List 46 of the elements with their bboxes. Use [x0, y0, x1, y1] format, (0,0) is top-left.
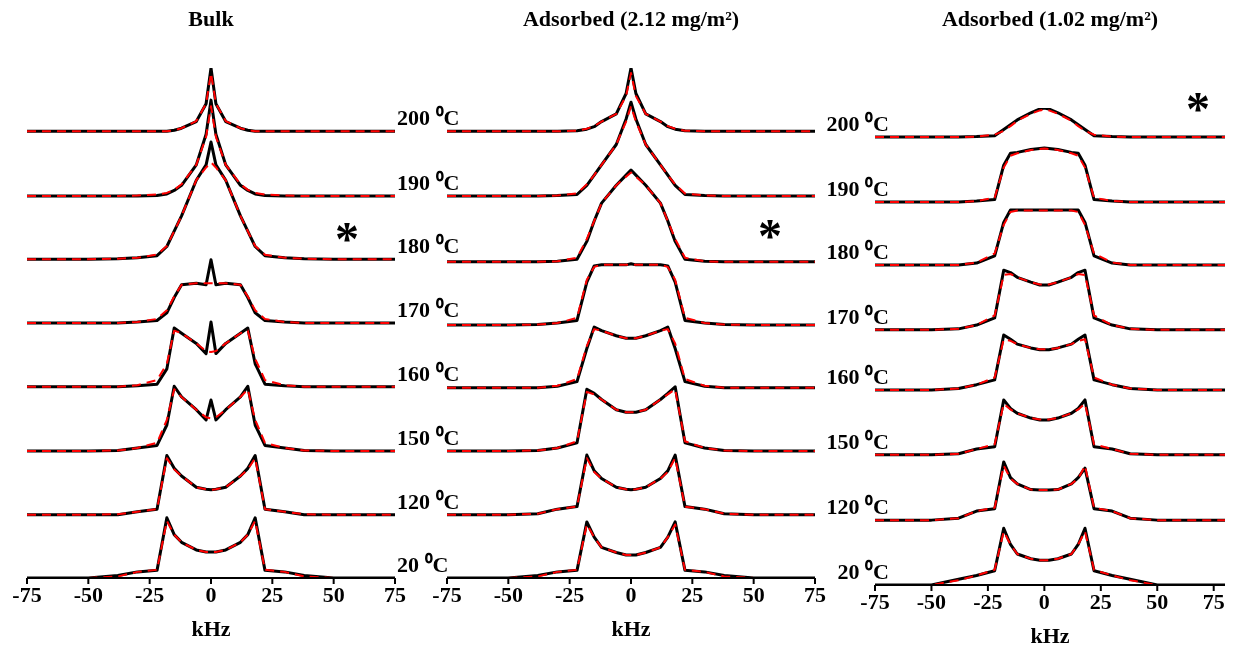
series-label: 120 ⁰C — [397, 488, 460, 514]
x-tick-label: 75 — [384, 581, 406, 607]
x-tick-label: -75 — [860, 588, 890, 614]
annotation: * — [1185, 81, 1211, 137]
series-label: 200 ⁰C — [826, 111, 889, 137]
x-tick-label: 50 — [1146, 588, 1169, 614]
x-tick-label: 50 — [322, 581, 345, 607]
series-label: 160 ⁰C — [826, 363, 889, 389]
x-tick-label: 0 — [625, 581, 637, 607]
chart-title: Adsorbed (2.12 mg/m²) — [521, 6, 741, 32]
series-label: 20 ⁰C — [837, 559, 889, 584]
chart-title: Bulk — [187, 6, 235, 32]
annotation: * — [334, 211, 360, 267]
series-label: 170 ⁰C — [826, 303, 889, 329]
series-label: 180 ⁰C — [826, 238, 889, 264]
x-tick-label: 75 — [804, 581, 826, 607]
x-axis-title: kHz — [611, 616, 651, 641]
x-tick-label: -25 — [973, 588, 1003, 614]
x-tick-label: 25 — [261, 581, 284, 607]
x-tick-label: 50 — [742, 581, 765, 607]
annotation: * — [757, 208, 783, 264]
x-tick-label: -50 — [493, 581, 523, 607]
series-label: 170 ⁰C — [397, 297, 460, 322]
x-tick-label: -75 — [12, 581, 42, 607]
series-label: 120 ⁰C — [826, 494, 889, 520]
x-axis-title: kHz — [191, 616, 231, 641]
x-tick-label: 0 — [1038, 588, 1050, 614]
x-tick-label: -50 — [73, 581, 103, 607]
x-tick-label: -25 — [555, 581, 585, 607]
x-tick-label: 25 — [1089, 588, 1112, 614]
x-axis-title: kHz — [1030, 623, 1070, 648]
chart-title: Adsorbed (1.02 mg/m²) — [940, 6, 1160, 32]
x-tick-label: -75 — [432, 581, 462, 607]
x-tick-label: -50 — [916, 588, 947, 614]
x-tick-label: 25 — [681, 581, 704, 607]
series-label: 180 ⁰C — [397, 233, 460, 259]
series-label: 150 ⁰C — [826, 428, 889, 454]
series-label: 150 ⁰C — [397, 425, 460, 451]
x-tick-label: -25 — [135, 581, 165, 607]
series-label: 160 ⁰C — [397, 360, 460, 386]
series-label: 190 ⁰C — [826, 175, 889, 201]
series-label: 200 ⁰C — [397, 105, 460, 131]
x-tick-label: 75 — [1202, 588, 1225, 614]
x-tick-label: 0 — [205, 581, 217, 607]
series-label: 190 ⁰C — [397, 170, 460, 196]
series-label: 20 ⁰C — [397, 552, 449, 577]
